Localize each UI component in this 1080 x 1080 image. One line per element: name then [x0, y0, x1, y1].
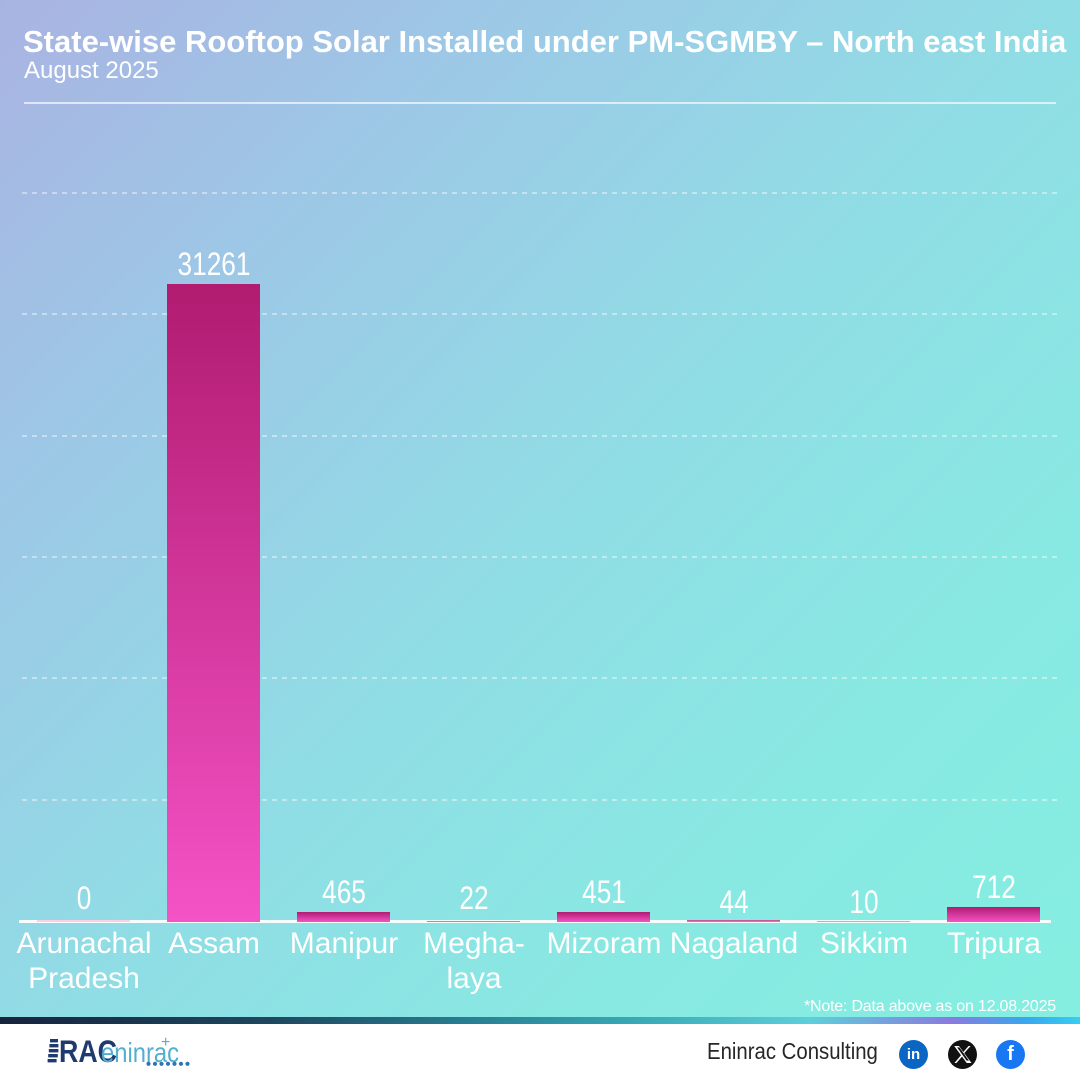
svg-text:RAC: RAC: [59, 1033, 117, 1069]
svg-text:+: +: [161, 1034, 170, 1051]
svg-text:eninrac: eninrac: [101, 1037, 179, 1068]
